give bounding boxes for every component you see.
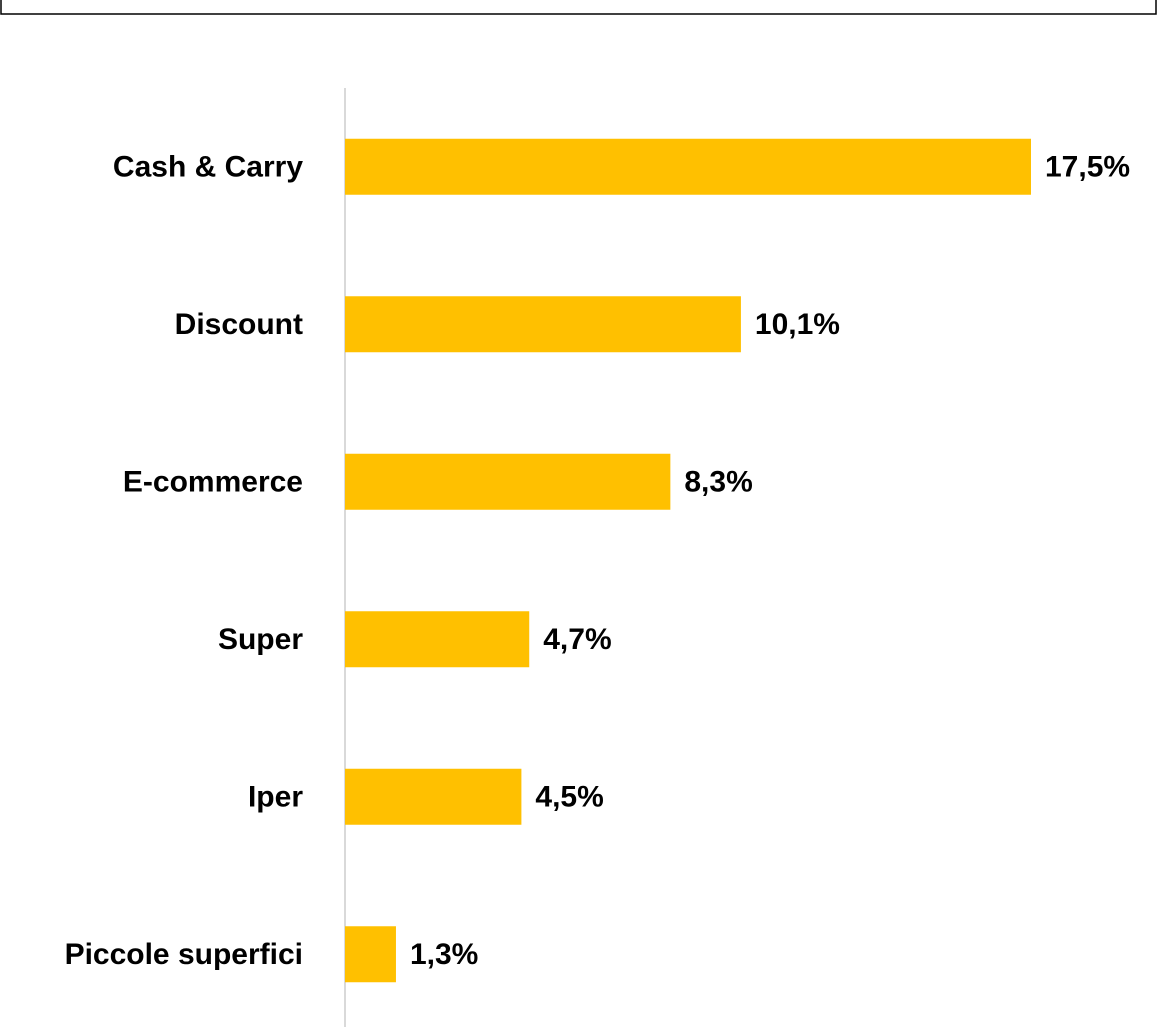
- category-label: Piccole superfici: [65, 938, 303, 971]
- value-label: 1,3%: [410, 938, 478, 971]
- value-label: 4,5%: [535, 781, 603, 814]
- bar: [345, 926, 396, 983]
- category-label: Discount: [175, 308, 303, 341]
- value-label: 8,3%: [684, 466, 752, 499]
- category-label: E-commerce: [123, 466, 303, 499]
- bar: [345, 453, 671, 510]
- category-label: Cash & Carry: [113, 151, 303, 184]
- bar: [345, 768, 522, 825]
- bar: [345, 296, 741, 353]
- frame-box: [0, 0, 1157, 15]
- category-label: Iper: [248, 781, 303, 814]
- category-label: Super: [218, 623, 303, 656]
- bar: [345, 138, 1031, 195]
- value-label: 17,5%: [1045, 151, 1130, 184]
- value-label: 10,1%: [755, 308, 840, 341]
- value-label: 4,7%: [543, 623, 611, 656]
- bar: [345, 611, 530, 668]
